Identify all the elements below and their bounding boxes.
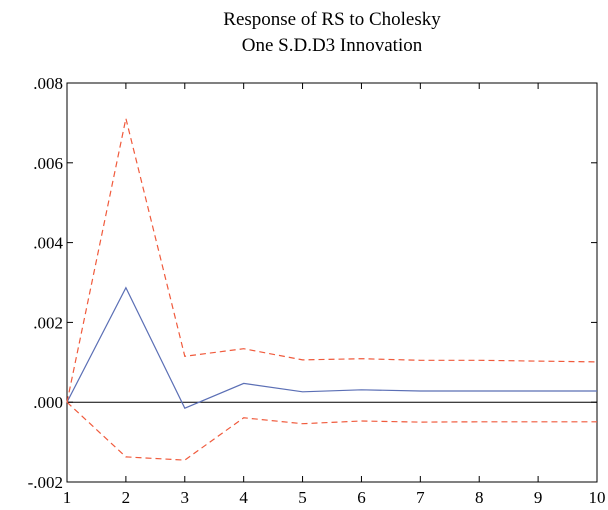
plot-area: -.002 .000 .002 .004 .006 .008 1 2 3 4 5 6 7 8 9 10 [28,74,606,507]
x-tick-label: 5 [298,488,307,507]
chart-title-line-1: Response of RS to Cholesky [223,9,441,30]
x-tick-label: 10 [589,488,606,507]
y-tick-label: .004 [33,234,63,253]
x-tick-label: 3 [181,488,190,507]
x-tick-label: 8 [475,488,484,507]
chart-title-line-2: One S.D.D3 Innovation [242,35,423,56]
x-tick-label: 9 [534,488,543,507]
x-tick-label: 6 [357,488,366,507]
x-tick-label: 4 [239,488,248,507]
y-tick-label: .006 [33,154,63,173]
x-tick-label: 7 [416,488,425,507]
response-line [66,286,597,409]
x-tick-label: 1 [63,488,72,507]
plot-frame [66,82,598,483]
upper-band-line [66,118,598,403]
lower-band-line [66,401,597,461]
y-tick-label: .008 [33,74,63,93]
y-tick-label: .002 [33,313,63,332]
y-tick-label: -.002 [28,473,63,492]
y-tick-label: .000 [33,393,63,412]
x-tick-label: 2 [122,488,131,507]
